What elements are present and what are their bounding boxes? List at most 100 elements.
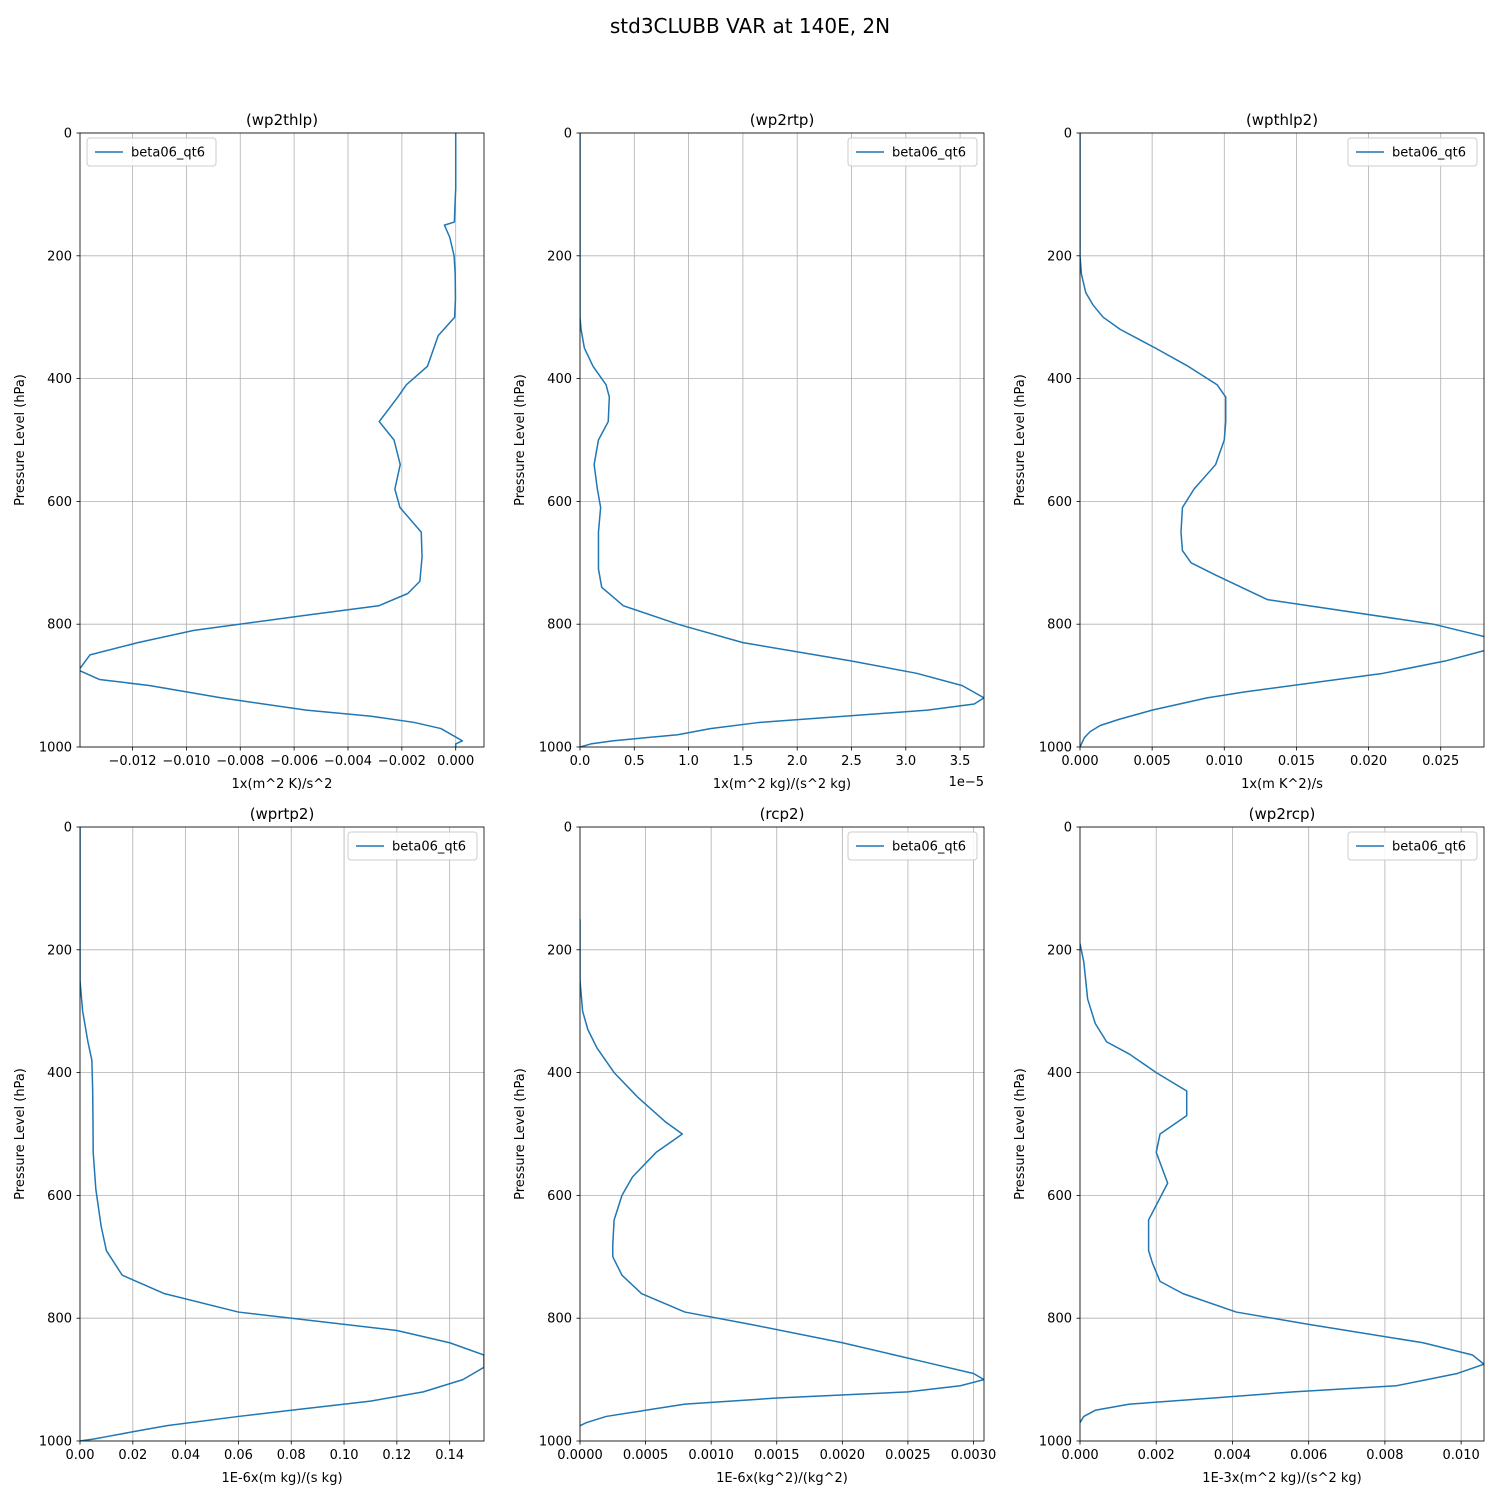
y-tick-label: 400	[1047, 1066, 1072, 1081]
y-tick-label: 600	[47, 1189, 72, 1204]
x-tick-label: 0.04	[171, 1448, 200, 1463]
legend-box	[1347, 137, 1478, 167]
series-line-beta06_qt6	[580, 919, 984, 1427]
x-tick-label: 0.0025	[885, 1448, 931, 1463]
y-tick-label: 1000	[1039, 1435, 1072, 1450]
x-tick-label: 0.002	[1138, 1448, 1175, 1463]
axes-frame	[579, 132, 985, 748]
x-tick-label: 0.015	[1278, 754, 1315, 769]
y-tick-label: 1000	[1039, 741, 1072, 756]
x-tick-label: 1.0	[678, 754, 699, 769]
x-tick-label: 0.0030	[951, 1448, 997, 1463]
x-tick-label: 0.06	[224, 1448, 253, 1463]
x-tick-label: 0.005	[1134, 754, 1171, 769]
x-tick-label: 3.5	[950, 754, 971, 769]
x-tick-label: 0.02	[118, 1448, 147, 1463]
subplot-title: (wpthlp2)	[1246, 111, 1318, 129]
subplot-rcp2: 0.0000 0.0005 0.0010 0.0015 0.0020 0.0025 0.00…	[513, 805, 996, 1486]
subplot-wp2rtp: 0.0 0.5 1.0 1.5 2.0 2.5 3.0 3.5 0 200 400 600 800 100…	[513, 111, 985, 792]
legend-label: beta06_qt6	[392, 840, 466, 855]
y-tick-label: 600	[1047, 1189, 1072, 1204]
legend-box	[847, 831, 978, 861]
x-tick-label: 0.010	[1206, 754, 1243, 769]
x-axis-label: 1E-6x(m kg)/(s kg)	[221, 1471, 342, 1486]
series-line-beta06_qt6	[80, 133, 464, 747]
series-line-beta06_qt6	[580, 133, 984, 747]
legend-box	[1347, 831, 1478, 861]
y-axis-label: Pressure Level (hPa)	[513, 1068, 528, 1200]
legend: beta06_qt6	[1347, 137, 1478, 167]
y-tick-label: 1000	[39, 1435, 72, 1450]
x-tick-label: −0.008	[216, 754, 264, 769]
y-tick-label: 400	[547, 1066, 572, 1081]
x-tick-label: 0.5	[624, 754, 645, 769]
legend-label: beta06_qt6	[892, 840, 966, 855]
y-tick-label: 400	[1047, 372, 1072, 387]
x-tick-label: 0.10	[330, 1448, 359, 1463]
legend-box	[86, 137, 217, 167]
x-tick-label: −0.004	[324, 754, 372, 769]
subplot-wp2thlp: −0.012 −0.010 −0.008 −0.006 −0.004 −0.002 0.00…	[13, 111, 485, 792]
subplot-wpthlp2: 0.000 0.005 0.010 0.015 0.020 0.025 0 200 400 600…	[1013, 111, 1485, 792]
x-tick-label: 0.14	[435, 1448, 464, 1463]
x-tick-label: 0.00	[66, 1448, 95, 1463]
y-tick-label: 0	[564, 127, 572, 142]
x-tick-label: 0.000	[437, 754, 474, 769]
y-tick-label: 0	[564, 821, 572, 836]
x-tick-label: 0.0005	[623, 1448, 669, 1463]
subplot-title: (wp2rtp)	[750, 111, 815, 129]
axis-offset-label: 1e−5	[949, 775, 984, 790]
y-axis-label: Pressure Level (hPa)	[1013, 374, 1028, 506]
y-tick-label: 600	[547, 1189, 572, 1204]
y-tick-label: 800	[547, 618, 572, 633]
y-tick-label: 400	[47, 372, 72, 387]
x-tick-label: 0.025	[1422, 754, 1459, 769]
y-tick-label: 800	[547, 1312, 572, 1327]
legend: beta06_qt6	[1347, 831, 1478, 861]
axes-frame	[1079, 132, 1485, 748]
y-axis-label: Pressure Level (hPa)	[13, 374, 28, 506]
y-tick-label: 0	[1064, 127, 1072, 142]
subplot-title: (wp2rcp)	[1249, 805, 1316, 823]
legend-label: beta06_qt6	[1392, 146, 1466, 161]
x-tick-label: 0.000	[1061, 1448, 1098, 1463]
x-tick-label: −0.010	[162, 754, 210, 769]
x-tick-label: −0.002	[378, 754, 426, 769]
y-tick-label: 400	[47, 1066, 72, 1081]
y-tick-label: 200	[1047, 943, 1072, 958]
x-tick-label: 1.5	[733, 754, 754, 769]
y-axis-label: Pressure Level (hPa)	[1013, 1068, 1028, 1200]
x-tick-label: 0.0	[570, 754, 591, 769]
subplot-title: (wprtp2)	[250, 805, 315, 823]
y-tick-label: 600	[547, 495, 572, 510]
subplot-wprtp2: 0.00 0.02 0.04 0.06 0.08 0.10 0.12 0.14 0 200 400 6…	[13, 805, 485, 1486]
legend-box	[347, 831, 478, 861]
x-tick-label: 0.12	[382, 1448, 411, 1463]
x-tick-label: −0.012	[108, 754, 156, 769]
x-tick-label: −0.006	[270, 754, 318, 769]
x-tick-label: 3.0	[895, 754, 916, 769]
subplot-title: (wp2thlp)	[246, 111, 318, 129]
x-tick-label: 0.0015	[754, 1448, 800, 1463]
y-tick-label: 1000	[539, 1435, 572, 1450]
x-tick-label: 2.5	[841, 754, 862, 769]
y-tick-label: 200	[1047, 249, 1072, 264]
x-tick-label: 0.006	[1290, 1448, 1327, 1463]
x-tick-label: 0.000	[1061, 754, 1098, 769]
series-line-beta06_qt6	[1080, 943, 1484, 1423]
y-tick-label: 200	[47, 943, 72, 958]
x-tick-label: 0.0000	[557, 1448, 603, 1463]
x-axis-label: 1x(m^2 kg)/(s^2 kg)	[713, 777, 851, 792]
figure-title: std3CLUBB VAR at 140E, 2N	[609, 14, 891, 38]
y-tick-label: 800	[1047, 1312, 1072, 1327]
legend: beta06_qt6	[847, 831, 978, 861]
y-tick-label: 800	[1047, 618, 1072, 633]
y-tick-label: 0	[64, 127, 72, 142]
y-tick-label: 0	[1064, 821, 1072, 836]
x-tick-label: 0.08	[277, 1448, 306, 1463]
y-tick-label: 800	[47, 618, 72, 633]
y-axis-label: Pressure Level (hPa)	[513, 374, 528, 506]
x-tick-label: 0.010	[1443, 1448, 1480, 1463]
y-tick-label: 200	[547, 943, 572, 958]
